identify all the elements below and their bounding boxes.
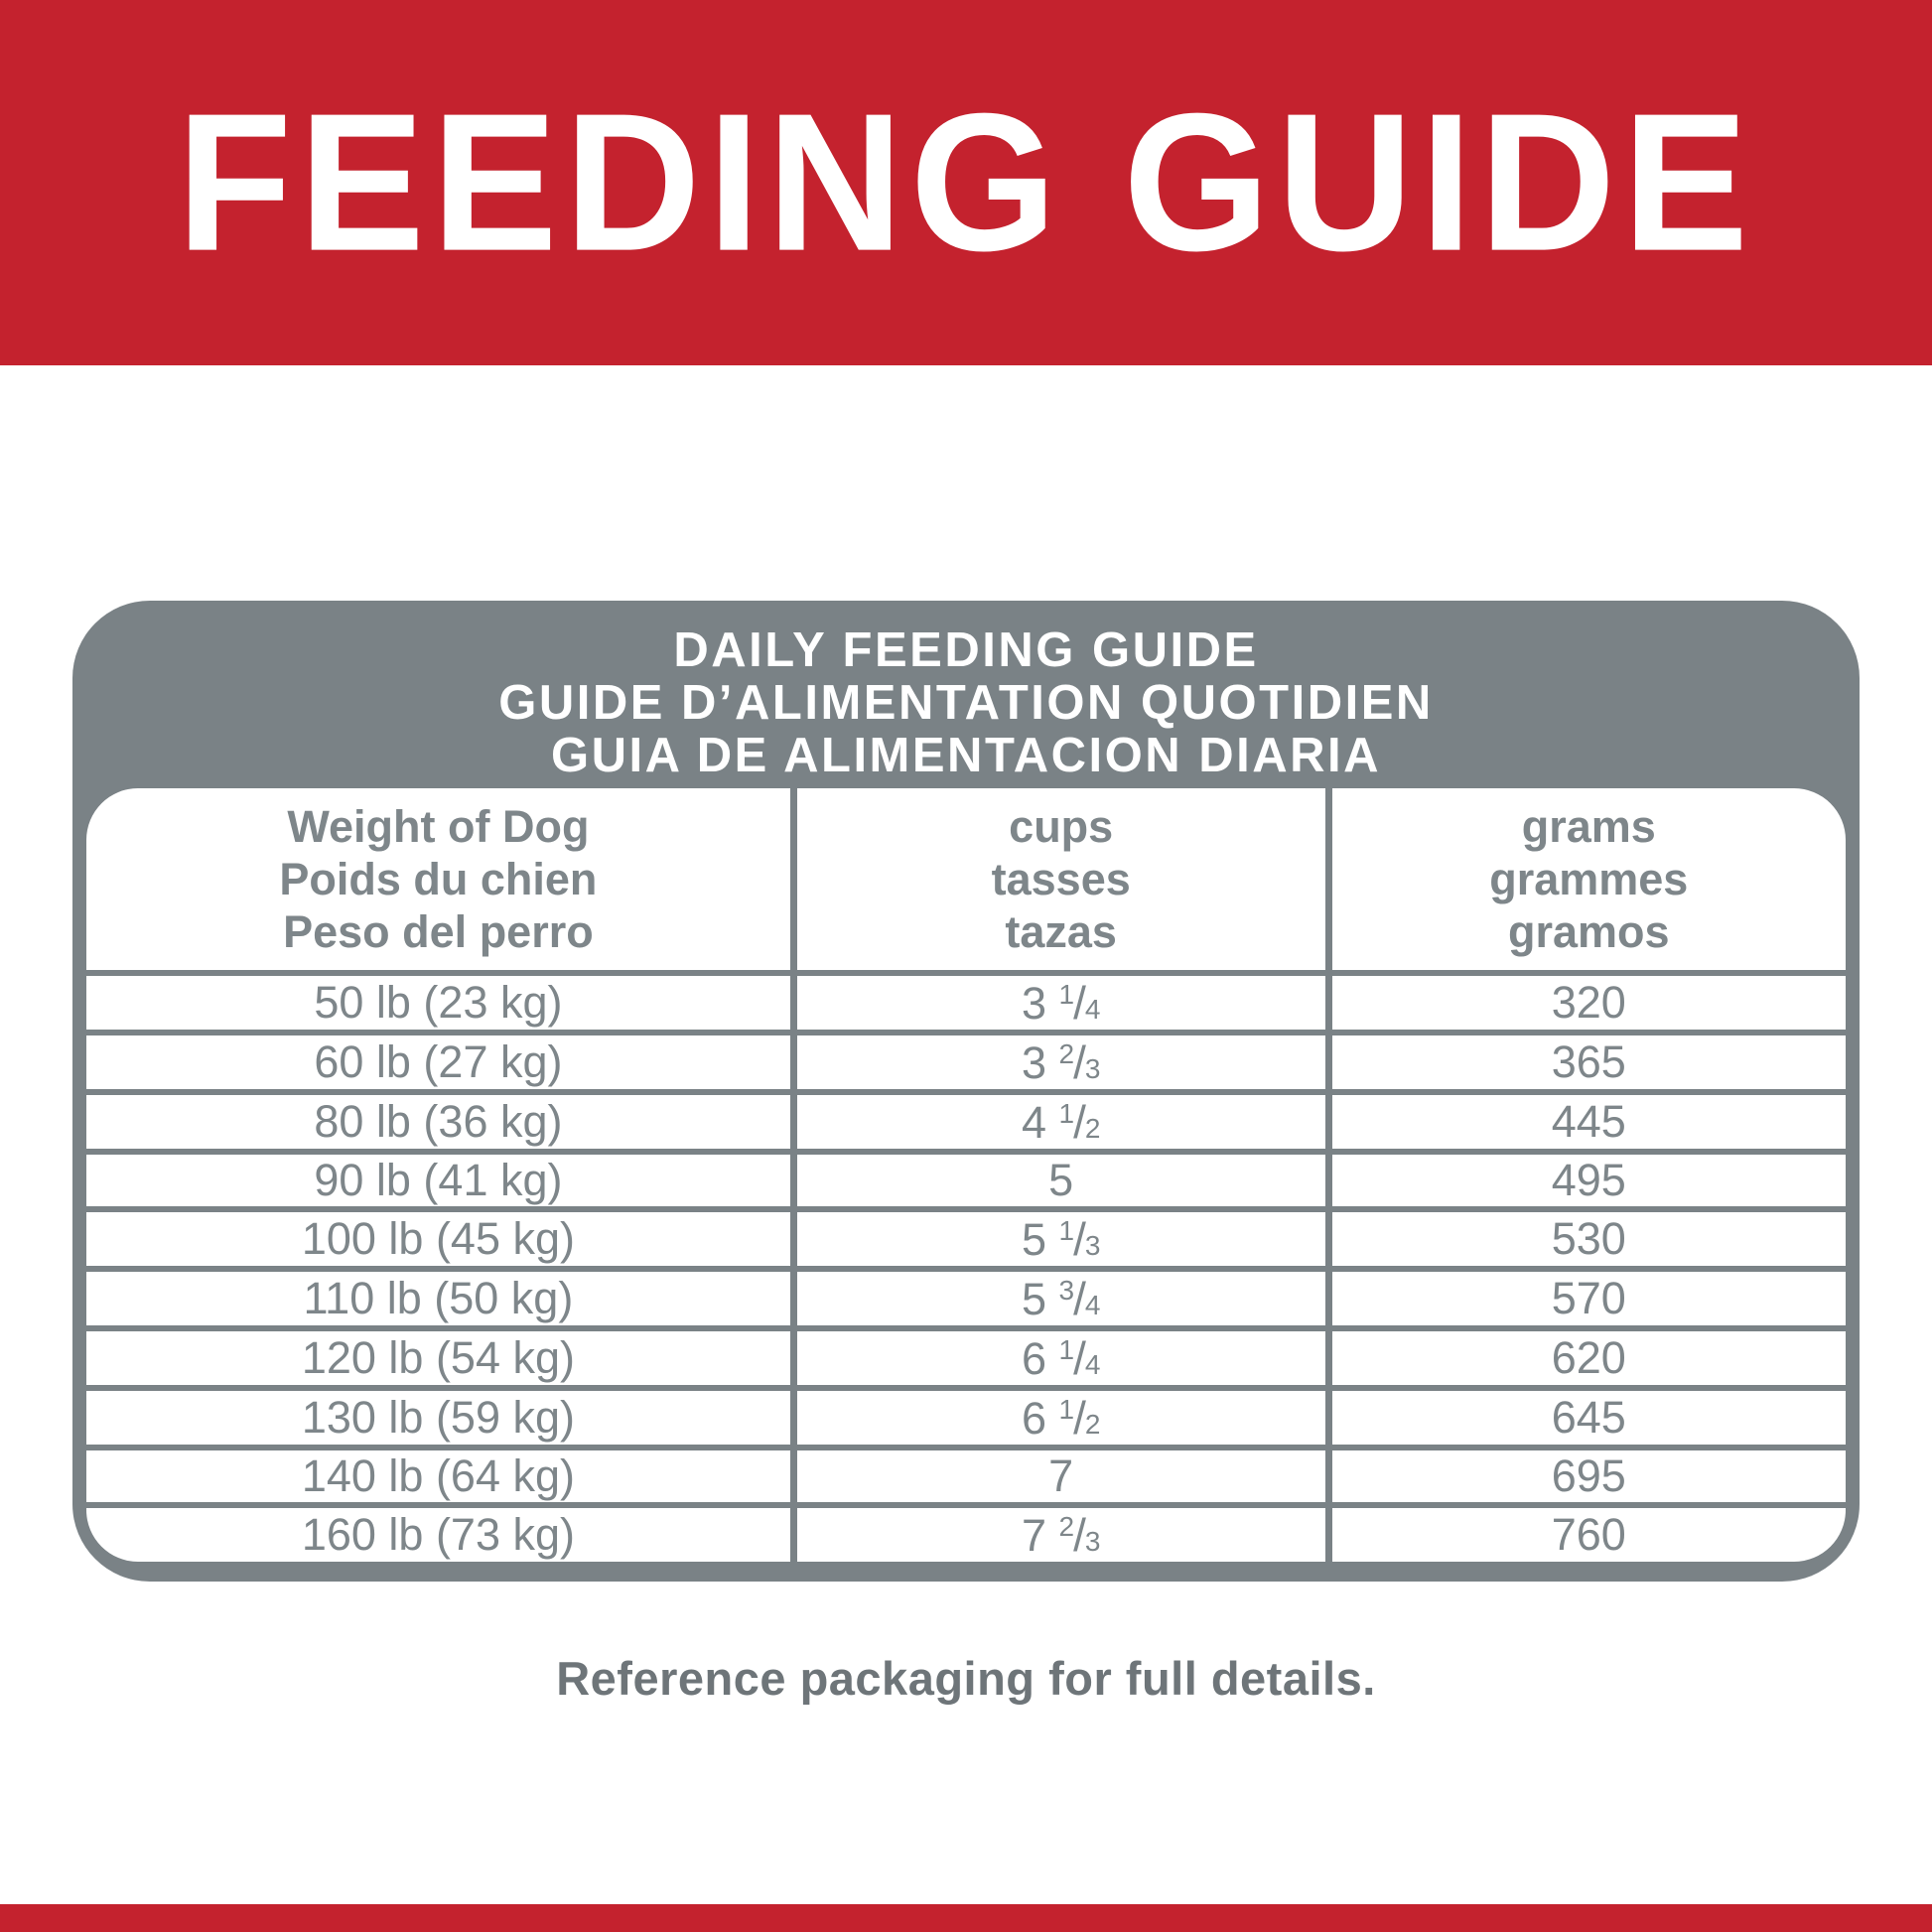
table-row: 50 lb (23 kg) 3 1/4 320 <box>86 970 1846 1033</box>
table-row: 160 lb (73 kg) 7 2/3 760 <box>86 1502 1846 1562</box>
grams-cell: 695 <box>1324 1445 1846 1505</box>
weight-cell: 120 lb (54 kg) <box>86 1325 794 1388</box>
cups-cell: 3 1/4 <box>789 970 1329 1033</box>
weight-cell: 110 lb (50 kg) <box>86 1266 794 1328</box>
table-row: 120 lb (54 kg) 6 1/4 620 <box>86 1325 1846 1388</box>
grams-cell: 320 <box>1324 970 1846 1033</box>
header-weight-es: Peso del perro <box>283 906 594 957</box>
table-row: 100 lb (45 kg) 5 1/3 530 <box>86 1206 1846 1269</box>
card-title: DAILY FEEDING GUIDE GUIDE D’ALIMENTATION… <box>86 624 1846 782</box>
cups-cell: 4 1/2 <box>789 1089 1329 1152</box>
card-title-line-es: GUIA DE ALIMENTACION DIARIA <box>550 729 1382 782</box>
table-row: 130 lb (59 kg) 6 1/2 645 <box>86 1385 1846 1448</box>
cups-cell: 3 2/3 <box>789 1030 1329 1092</box>
feeding-table-container: Weight of Dog Poids du chien Peso del pe… <box>86 788 1846 1562</box>
reference-note: Reference packaging for full details. <box>556 1652 1376 1705</box>
cups-cell: 7 2/3 <box>789 1502 1329 1562</box>
grams-cell: 530 <box>1324 1206 1846 1269</box>
header-cups-fr: tasses <box>991 854 1131 904</box>
weight-cell: 90 lb (41 kg) <box>86 1149 794 1209</box>
weight-cell: 60 lb (27 kg) <box>86 1030 794 1092</box>
cups-cell: 5 3/4 <box>789 1266 1329 1328</box>
header-cups-es: tazas <box>1005 906 1117 957</box>
card-title-line-fr: GUIDE D’ALIMENTATION QUOTIDIEN <box>498 676 1434 730</box>
header-weight-fr: Poids du chien <box>279 854 598 904</box>
header-cups-en: cups <box>1009 801 1114 852</box>
grams-cell: 645 <box>1324 1385 1846 1448</box>
card-title-line-en: DAILY FEEDING GUIDE <box>673 623 1259 677</box>
weight-cell: 80 lb (36 kg) <box>86 1089 794 1152</box>
weight-cell: 100 lb (45 kg) <box>86 1206 794 1269</box>
column-header-weight: Weight of Dog Poids du chien Peso del pe… <box>86 788 793 973</box>
table-row: 80 lb (36 kg) 4 1/2 445 <box>86 1089 1846 1152</box>
cups-cell: 6 1/2 <box>789 1385 1329 1448</box>
grams-cell: 445 <box>1324 1089 1846 1152</box>
cups-cell: 5 1/3 <box>789 1206 1329 1269</box>
cups-cell: 5 <box>789 1149 1329 1209</box>
grams-cell: 495 <box>1324 1149 1846 1209</box>
cups-cell: 6 1/4 <box>789 1325 1329 1388</box>
header-row: Weight of Dog Poids du chien Peso del pe… <box>86 788 1846 973</box>
grams-cell: 620 <box>1324 1325 1846 1388</box>
header-grams-en: grams <box>1521 801 1656 852</box>
table-row: 60 lb (27 kg) 3 2/3 365 <box>86 1030 1846 1092</box>
grams-cell: 365 <box>1324 1030 1846 1092</box>
weight-cell: 50 lb (23 kg) <box>86 970 794 1033</box>
feeding-guide-banner: FEEDING GUIDE <box>0 0 1932 365</box>
cups-cell: 7 <box>789 1445 1329 1505</box>
page-title: FEEDING GUIDE <box>176 72 1756 293</box>
grams-cell: 760 <box>1324 1502 1846 1562</box>
bottom-red-strip <box>0 1904 1932 1932</box>
feeding-table-body: 50 lb (23 kg) 3 1/4 320 60 lb (27 kg) 3 2/3 3… <box>86 970 1846 1562</box>
weight-cell: 140 lb (64 kg) <box>86 1445 794 1505</box>
weight-cell: 160 lb (73 kg) <box>86 1502 794 1562</box>
column-header-cups: cups tasses tazas <box>789 788 1329 973</box>
weight-cell: 130 lb (59 kg) <box>86 1385 794 1448</box>
table-row: 90 lb (41 kg) 5 495 <box>86 1149 1846 1209</box>
table-row: 140 lb (64 kg) 7 695 <box>86 1445 1846 1505</box>
feeding-table: Weight of Dog Poids du chien Peso del pe… <box>86 788 1846 1562</box>
header-weight-en: Weight of Dog <box>287 801 590 852</box>
table-row: 110 lb (50 kg) 5 3/4 570 <box>86 1266 1846 1328</box>
column-header-grams: grams grammes gramos <box>1324 788 1846 973</box>
header-grams-es: gramos <box>1507 906 1670 957</box>
daily-feeding-guide-card: DAILY FEEDING GUIDE GUIDE D’ALIMENTATION… <box>72 601 1860 1582</box>
header-grams-fr: grammes <box>1489 854 1689 904</box>
grams-cell: 570 <box>1324 1266 1846 1328</box>
